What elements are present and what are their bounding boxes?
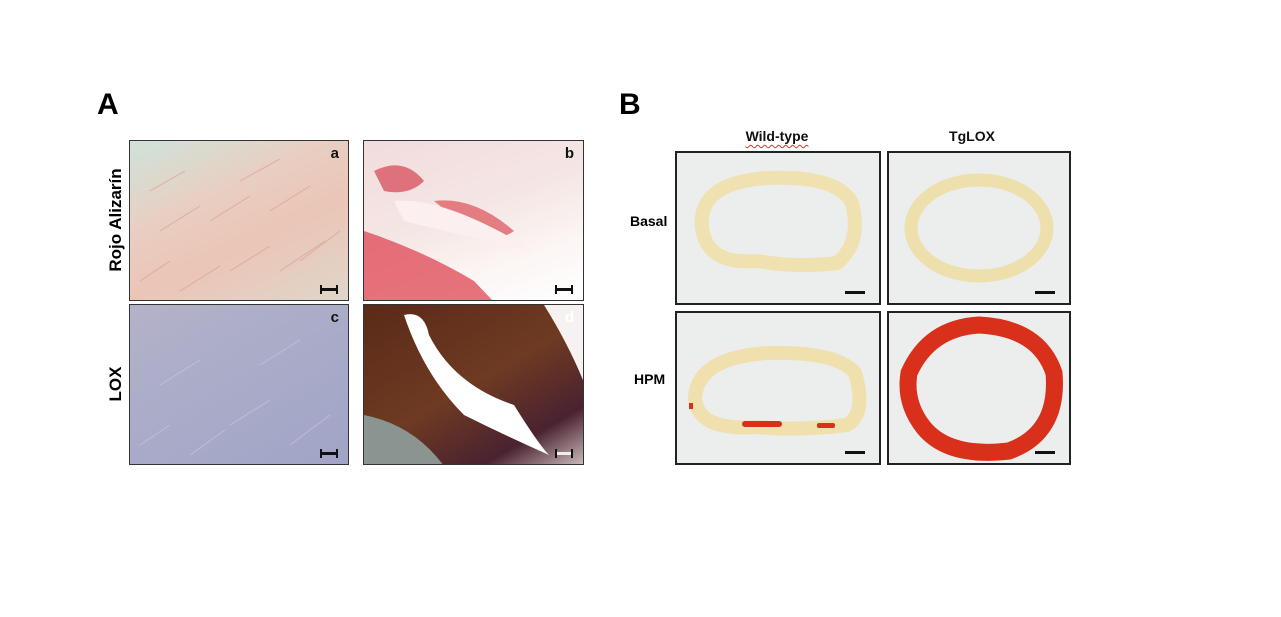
scale-bar (1035, 451, 1055, 454)
scale-bar (555, 285, 573, 294)
row-label-rojo-alizarin: Rojo Alizarín (106, 168, 125, 272)
scale-bar (555, 449, 573, 458)
scale-bar (845, 451, 865, 454)
vessel-wild-type-hpm (675, 311, 881, 465)
micrograph-c: c (129, 304, 349, 465)
panel-b-label: B (619, 88, 641, 121)
column-header-text: Wild-type (745, 128, 809, 144)
vessel-ring (904, 173, 1054, 283)
calcification-spots (689, 403, 835, 428)
scale-bar (845, 291, 865, 294)
panel-a-label: A (97, 88, 119, 121)
tissue-shapes (364, 305, 583, 464)
row-label-hpm: HPM (634, 371, 666, 387)
scale-bar (320, 449, 338, 458)
tissue-shapes (364, 165, 534, 300)
row-label-basal: Basal (630, 213, 668, 229)
column-header-tglox: TgLOX (949, 128, 995, 144)
vessel-wild-type-basal (675, 151, 881, 305)
image-letter-a: a (330, 145, 339, 162)
vessel-ring (694, 170, 862, 273)
micrograph-d: d (363, 304, 584, 465)
column-header-wild-type: Wild-type (746, 128, 809, 144)
fiber-texture (139, 339, 331, 456)
scale-bar (320, 285, 338, 294)
vessel-ring (899, 316, 1063, 461)
micrograph-a: a (129, 140, 349, 301)
scale-bar (1035, 291, 1055, 294)
vessel-ring (687, 345, 867, 436)
image-letter-b: b (564, 145, 574, 162)
vessel-tglox-hpm (887, 311, 1071, 465)
vessel-tglox-basal (887, 151, 1071, 305)
image-letter-d: d (564, 309, 574, 326)
micrograph-b: b (363, 140, 584, 301)
row-label-lox: LOX (106, 366, 125, 402)
fiber-texture (139, 158, 341, 292)
image-letter-c: c (330, 309, 339, 326)
